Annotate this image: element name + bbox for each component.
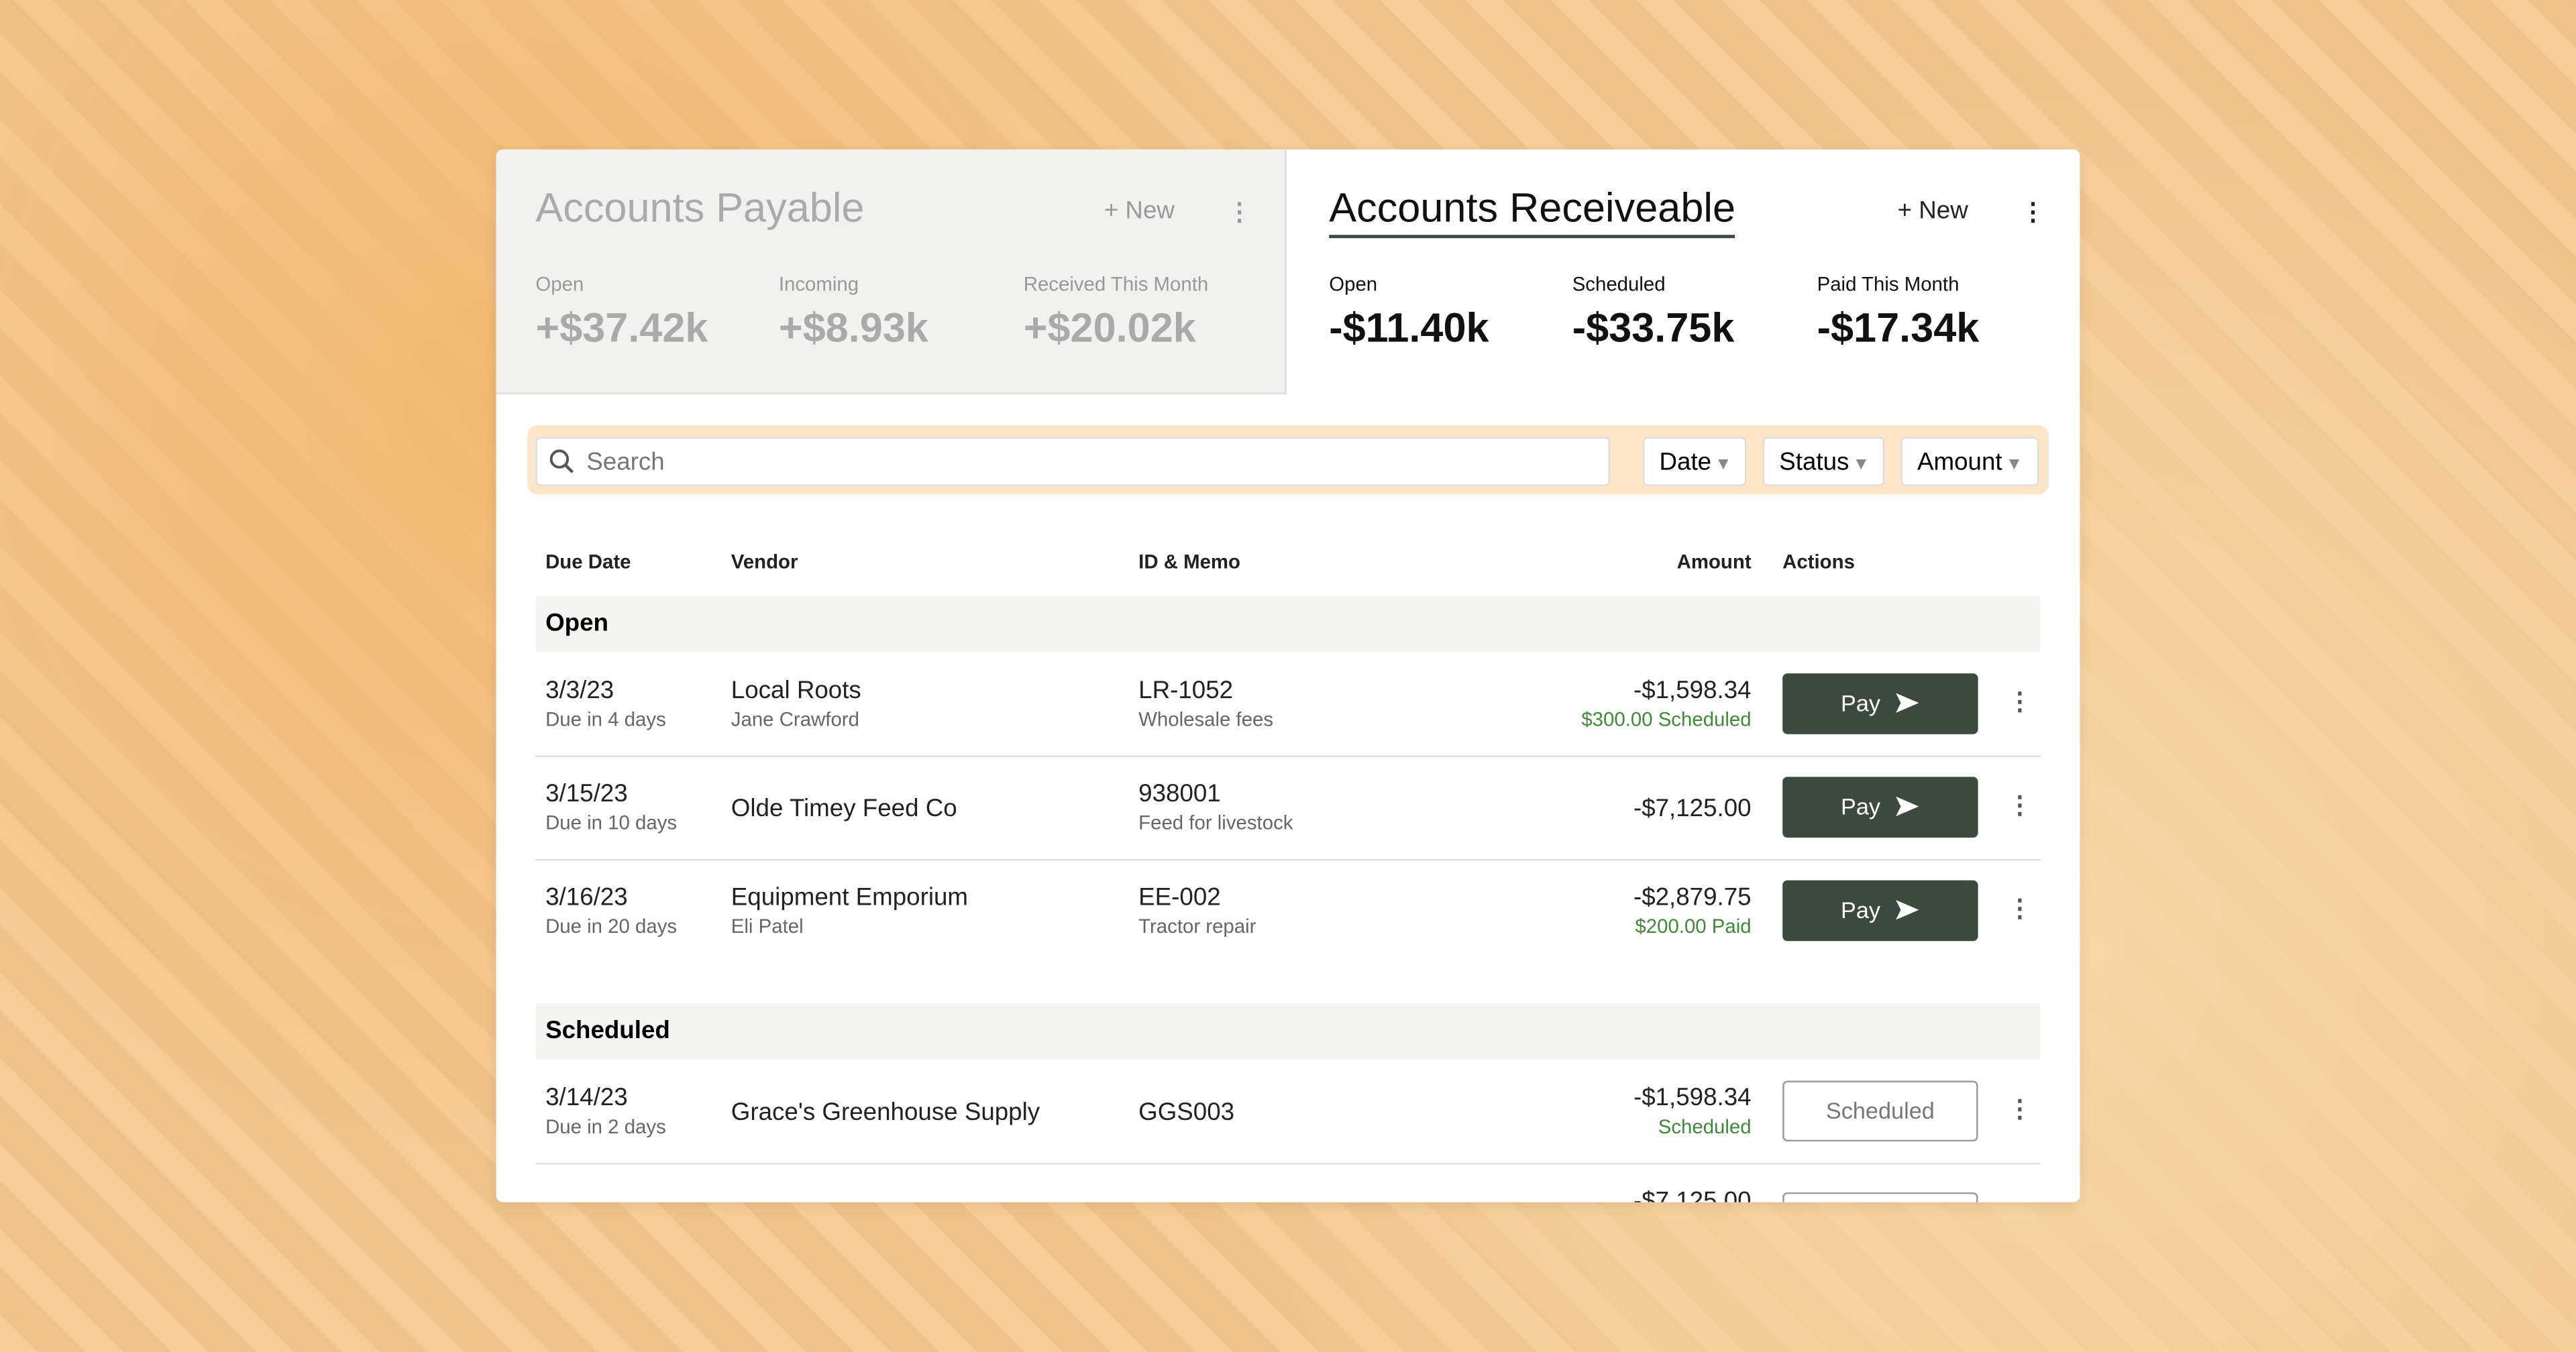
stat-label: Paid This Month [1817, 272, 1960, 296]
send-icon [1895, 796, 1919, 817]
tab-title: Accounts Payable [535, 185, 865, 232]
stat-label: Received This Month [1023, 272, 1209, 296]
tab-title: Accounts Receiveable [1329, 186, 1736, 239]
action-button[interactable]: Pay [1782, 880, 1978, 942]
row-menu[interactable]: ⋮ [2007, 895, 2033, 923]
filter-dropdown[interactable]: Date ▾ [1643, 437, 1747, 486]
due-note: Due in 20 days [545, 915, 678, 938]
stat-label: Scheduled [1572, 272, 1666, 296]
amount: -$7,125.00 [1633, 1187, 1752, 1202]
filter-label: Amount [1917, 448, 2002, 477]
stat-value: +$8.93k [778, 305, 928, 352]
stat-label: Incoming [778, 272, 859, 296]
bill-id: EE-002 [1138, 883, 1221, 912]
vendor: Equipment Emporium [731, 883, 969, 912]
bill-id: LR-1052 [1138, 676, 1234, 705]
action-label: Pay [1840, 689, 1881, 716]
action-label: Pay [1840, 897, 1881, 923]
new-button[interactable]: + New [1104, 196, 1175, 225]
search-input[interactable]: Search [535, 437, 1611, 486]
stat-label: Open [535, 272, 584, 296]
bill-id: 938001 [1138, 780, 1221, 808]
stat-value: -$33.75k [1572, 305, 1735, 352]
search-placeholder: Search [586, 448, 665, 477]
due-date: 3/3/23 [545, 676, 614, 705]
stat-value: +$37.42k [535, 305, 708, 352]
column-header: Amount [1676, 550, 1752, 573]
due-date: 3/14/23 [545, 1084, 628, 1112]
vendor: Olde Timey Feed Co [731, 795, 957, 823]
new-label: New [1125, 196, 1175, 225]
memo: Wholesale fees [1138, 708, 1274, 731]
row-menu[interactable]: ⋮ [2007, 791, 2033, 820]
send-icon [1895, 900, 1919, 920]
stat-value: -$17.34k [1817, 305, 1980, 352]
amount-note: Scheduled [1658, 1115, 1752, 1139]
receivable-tab[interactable]: Accounts Receiveable + New ⋮ Open Schedu… [1287, 150, 2080, 394]
due-date: 3/16/23 [545, 883, 628, 912]
filter-label: Date [1659, 448, 1712, 477]
contact: Eli Patel [731, 915, 804, 938]
row-divider [535, 755, 2041, 757]
column-header: Actions [1782, 550, 1855, 573]
memo: Tractor repair [1138, 915, 1256, 938]
new-label: New [1919, 196, 1968, 225]
send-icon [1895, 693, 1919, 713]
amount: -$2,879.75 [1633, 883, 1752, 912]
amount-note: $200.00 Paid [1635, 915, 1752, 938]
row-divider [535, 1162, 2041, 1165]
group-name: Open [545, 609, 608, 638]
bill-id: GGS003 [1138, 1098, 1235, 1127]
stat-value: -$11.40k [1329, 305, 1489, 352]
action-button[interactable]: Scheduled [1782, 1080, 1978, 1142]
action-button[interactable]: Pay [1782, 777, 1978, 838]
amount: -$1,598.34 [1633, 676, 1752, 705]
due-note: Due in 4 days [545, 708, 666, 731]
filter-dropdown[interactable]: Amount ▾ [1900, 437, 2039, 486]
amount: -$7,125.00 [1633, 795, 1752, 823]
row-menu[interactable]: ⋮ [2007, 1095, 2033, 1124]
amount-note: $300.00 Scheduled [1581, 708, 1752, 731]
due-date: 3/15/23 [545, 780, 628, 808]
search-icon [549, 449, 574, 473]
due-note: Due in 2 days [545, 1115, 666, 1139]
action-button[interactable]: Pay [1782, 673, 1978, 734]
action-label: Scheduled [1825, 1096, 1935, 1124]
amount: -$1,598.34 [1633, 1084, 1752, 1112]
payable-tab[interactable]: Accounts Payable + New ⋮ Open Incoming R… [496, 149, 1287, 394]
row-menu[interactable]: ⋮ [2007, 688, 2033, 716]
vendor: Grace's Greenhouse Supply [731, 1098, 1040, 1127]
column-header: Due Date [545, 550, 631, 573]
group-name: Scheduled [545, 1016, 670, 1045]
stat-label: Open [1329, 272, 1378, 296]
stat-value: +$20.02k [1023, 305, 1196, 352]
group-header: Scheduled [535, 1003, 2041, 1060]
contact: Jane Crawford [731, 708, 859, 731]
memo: Feed for livestock [1138, 811, 1293, 835]
filter-label: Status [1779, 448, 1849, 477]
row-divider [535, 858, 2041, 861]
more-menu[interactable]: ⋮ [2021, 199, 2046, 227]
vendor: Local Roots [731, 676, 861, 705]
column-header: Vendor [731, 550, 798, 573]
due-note: Due in 10 days [545, 811, 678, 835]
new-button[interactable]: + New [1897, 196, 1968, 225]
card: Accounts Payable + New ⋮ Open Incoming R… [496, 149, 2080, 1202]
more-menu[interactable]: ⋮ [1227, 199, 1252, 227]
column-header: ID & Memo [1138, 550, 1241, 573]
filter-dropdown[interactable]: Status ▾ [1762, 437, 1885, 486]
action-label: Pay [1840, 793, 1881, 820]
group-header: Open [535, 596, 2041, 653]
action-button[interactable] [1782, 1192, 1978, 1202]
